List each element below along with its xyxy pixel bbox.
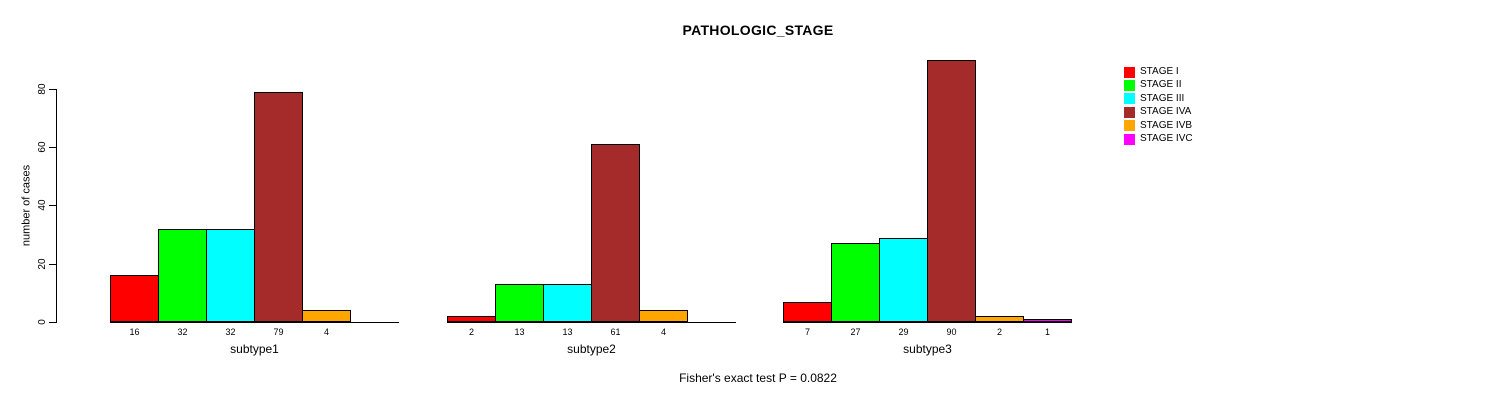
x-axis-line — [447, 322, 736, 323]
legend-label: STAGE II — [1140, 79, 1182, 91]
legend-label: STAGE I — [1140, 66, 1179, 77]
legend-item: STAGE II — [1124, 79, 1182, 91]
legend-label: STAGE III — [1140, 92, 1185, 104]
bar-subtype1-stage-ii — [158, 229, 207, 322]
bar-subtype3-stage-iii — [879, 238, 928, 322]
legend-label: STAGE IVC — [1140, 133, 1193, 144]
legend-item: STAGE IVA — [1124, 106, 1191, 118]
bar-subtype3-stage-ivb — [975, 316, 1024, 322]
legend-swatch-stage-ii — [1124, 79, 1135, 91]
y-tick-label: 80 — [37, 83, 48, 95]
bar-subtype2-stage-ivb — [639, 310, 688, 322]
y-tick-label: 40 — [37, 199, 48, 211]
fisher-test-note: Fisher's exact test P = 0.0822 — [679, 371, 837, 385]
bar-subtype3-stage-iva — [927, 60, 976, 322]
bar-subtype1-stage-ivb — [302, 310, 351, 322]
bar-subtype2-stage-i — [447, 316, 496, 322]
y-tick-label: 60 — [37, 141, 48, 153]
chart-title: PATHOLOGIC_STAGE — [682, 22, 834, 38]
legend-item: STAGE IVB — [1124, 120, 1192, 132]
y-tick-mark — [49, 147, 56, 148]
legend-swatch-stage-i — [1124, 66, 1135, 78]
bar-value-label: 4 — [323, 327, 329, 337]
y-tick-mark — [49, 205, 56, 206]
y-tick-mark — [49, 264, 56, 265]
legend-label: STAGE IVA — [1140, 106, 1192, 118]
y-tick-label: 20 — [37, 258, 48, 270]
bar-subtype2-stage-iva — [591, 144, 640, 322]
bar-subtype1-stage-iii — [206, 229, 255, 322]
bar-subtype3-stage-ivc — [1023, 319, 1072, 322]
x-axis-category-label: subtype3 — [903, 342, 952, 356]
legend-item: STAGE III — [1124, 93, 1184, 105]
y-axis-label: number of cases — [20, 164, 33, 247]
legend-label: STAGE IVB — [1140, 119, 1193, 131]
x-axis-line — [110, 322, 399, 323]
legend-item: STAGE I — [1124, 66, 1179, 78]
bar-value-label: 1 — [1044, 327, 1050, 337]
x-axis-category-label: subtype1 — [230, 342, 279, 356]
bar-value-label: 13 — [514, 327, 525, 337]
bar-value-label: 27 — [850, 327, 861, 337]
bar-subtype3-stage-ii — [831, 243, 880, 322]
bar-subtype3-stage-i — [783, 302, 832, 322]
bar-value-label: 32 — [225, 327, 236, 337]
x-axis-category-label: subtype2 — [567, 342, 616, 356]
bar-subtype2-stage-iii — [543, 284, 592, 322]
bar-subtype2-stage-ii — [495, 284, 544, 322]
bar-subtype1-stage-i — [110, 275, 159, 322]
y-tick-label: 0 — [37, 319, 48, 325]
bar-value-label: 61 — [610, 327, 621, 337]
bar-value-label: 13 — [562, 327, 573, 337]
y-tick-mark — [49, 322, 56, 323]
bar-value-label: 29 — [898, 327, 909, 337]
bar-value-label: 7 — [804, 327, 810, 337]
bar-value-label: 16 — [129, 327, 140, 337]
legend-item: STAGE IVC — [1124, 133, 1193, 145]
bar-value-label: 32 — [177, 327, 188, 337]
legend-swatch-stage-ivb — [1124, 120, 1135, 132]
y-axis-line — [56, 89, 57, 323]
bar-value-label: 90 — [946, 327, 957, 337]
bar-subtype1-stage-iva — [254, 92, 303, 322]
legend-swatch-stage-iii — [1124, 93, 1135, 105]
x-axis-line — [783, 322, 1072, 323]
legend-swatch-stage-ivc — [1124, 133, 1135, 145]
bar-value-label: 2 — [996, 327, 1002, 337]
legend-swatch-stage-iva — [1124, 106, 1135, 118]
bar-value-label: 4 — [660, 327, 666, 337]
bar-value-label: 79 — [273, 327, 284, 337]
y-tick-mark — [49, 89, 56, 90]
bar-value-label: 2 — [468, 327, 474, 337]
